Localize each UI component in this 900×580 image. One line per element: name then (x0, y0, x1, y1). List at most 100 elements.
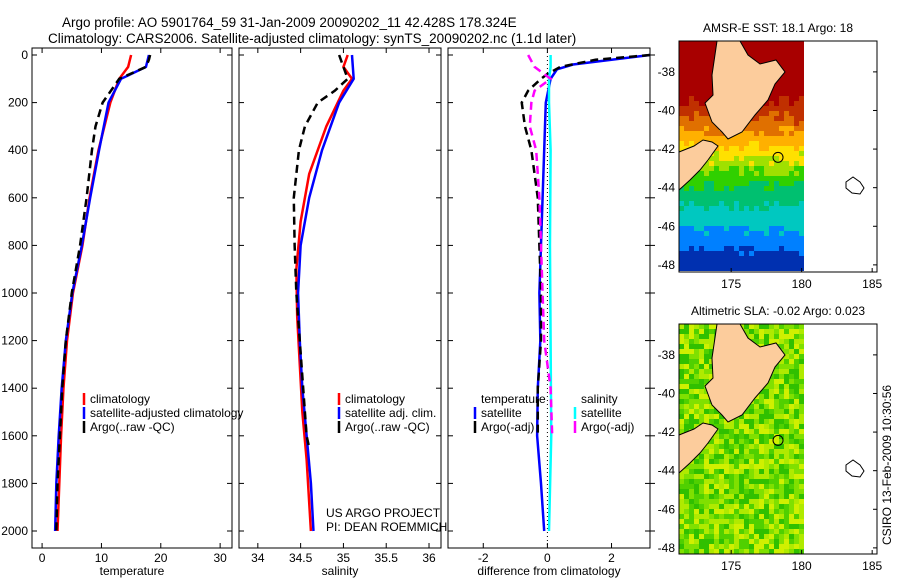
map-cell (699, 76, 704, 81)
map-cell (689, 96, 694, 101)
map-cell (764, 409, 769, 414)
map-cell (719, 146, 724, 151)
map-cell (689, 211, 694, 216)
map-cell (679, 514, 684, 519)
map-cell (789, 156, 794, 161)
map-cell (744, 449, 749, 454)
x-tick-label: 185 (862, 277, 882, 291)
map-cell (694, 539, 699, 544)
map-cell (684, 519, 689, 524)
map-cell (689, 489, 694, 494)
map-cell (754, 339, 759, 344)
map-cell (779, 454, 784, 459)
map-cell (784, 71, 789, 76)
map-cell (799, 231, 804, 236)
map-cell (779, 146, 784, 151)
map-cell (694, 329, 699, 334)
map-cell (784, 41, 789, 46)
map-cell (749, 236, 754, 241)
map-cell (784, 231, 789, 236)
map-cell (749, 136, 754, 141)
map-cell (699, 221, 704, 226)
map-cell (699, 231, 704, 236)
map-cell (784, 339, 789, 344)
map-cell (699, 256, 704, 261)
map-cell (774, 424, 779, 429)
map-cell (739, 176, 744, 181)
map-cell (709, 454, 714, 459)
map-cell (729, 464, 734, 469)
map-cell (734, 449, 739, 454)
map-cell (694, 334, 699, 339)
map-cell (729, 529, 734, 534)
map-cell (774, 161, 779, 166)
map-cell (789, 146, 794, 151)
map-cell (679, 469, 684, 474)
map-cell (719, 439, 724, 444)
map-cell (754, 141, 759, 146)
map-cell (754, 146, 759, 151)
map-cell (799, 131, 804, 136)
map-cell (719, 449, 724, 454)
map-cell (694, 549, 699, 554)
map-cell (684, 141, 689, 146)
map-cell (789, 434, 794, 439)
series-line-argo-raw-qc- (292, 54, 350, 448)
map-cell (779, 126, 784, 131)
map-cell (764, 404, 769, 409)
map-cell (769, 101, 774, 106)
map-cell (709, 206, 714, 211)
map-cell (789, 444, 794, 449)
map-cell (799, 379, 804, 384)
map-cell (749, 419, 754, 424)
map-cell (704, 394, 709, 399)
map-cell (679, 231, 684, 236)
map-cell (699, 349, 704, 354)
legend-label: Argo(..raw -QC) (90, 420, 175, 434)
map-cell (774, 374, 779, 379)
map-cell (709, 71, 714, 76)
map-cell (759, 166, 764, 171)
map-cell (744, 524, 749, 529)
map-cell (729, 519, 734, 524)
map-cell (699, 409, 704, 414)
map-cell (779, 101, 784, 106)
map-cell (764, 216, 769, 221)
map-cell (789, 216, 794, 221)
map-cell (734, 549, 739, 554)
map-cell (694, 231, 699, 236)
map-cell (754, 494, 759, 499)
map-cell (709, 221, 714, 226)
map-cell (739, 251, 744, 256)
map-cell (789, 221, 794, 226)
map-cell (789, 186, 794, 191)
map-cell (789, 379, 794, 384)
map-cell (749, 534, 754, 539)
map-cell (779, 181, 784, 186)
map-cell (774, 81, 779, 86)
map-cell (729, 489, 734, 494)
map-cell (689, 246, 694, 251)
map-cell (724, 504, 729, 509)
map-cell (689, 384, 694, 389)
map-cell (799, 534, 804, 539)
map-cell (789, 71, 794, 76)
map-cell (764, 394, 769, 399)
map-cell (749, 454, 754, 459)
map-cell (799, 141, 804, 146)
map-cell (689, 514, 694, 519)
map-cell (729, 494, 734, 499)
map-cell (794, 76, 799, 81)
map-cell (774, 399, 779, 404)
map-cell (784, 176, 789, 181)
map-cell (684, 474, 689, 479)
map-cell (799, 359, 804, 364)
map-cell (769, 374, 774, 379)
map-cell (749, 329, 754, 334)
map-cell (724, 226, 729, 231)
map-cell (799, 414, 804, 419)
map-cell (784, 106, 789, 111)
map-cell (709, 121, 714, 126)
map-cell (754, 404, 759, 409)
